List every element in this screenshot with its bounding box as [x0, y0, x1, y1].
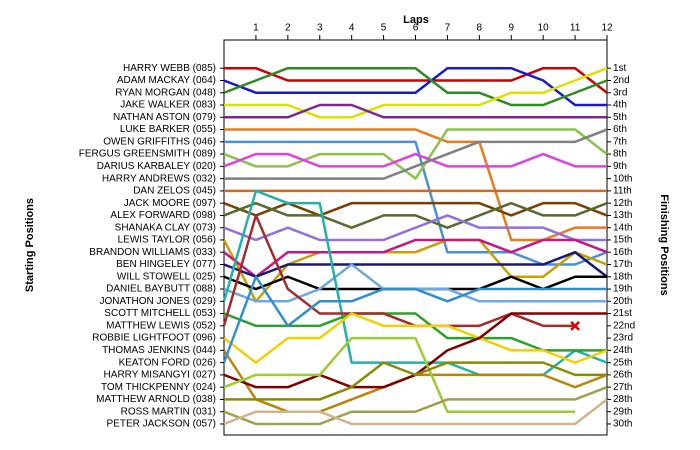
left-axis-label: Starting Positions	[24, 198, 36, 292]
driver-line	[223, 336, 576, 413]
driver-line	[224, 128, 608, 180]
driver-name: ROSS MARTIN (031)	[121, 406, 216, 417]
y-tick-label: 27th	[613, 382, 632, 393]
driver-line	[223, 128, 608, 180]
y-tick-label: 10th	[613, 173, 632, 184]
y-tick-label: 1st	[613, 63, 627, 74]
driver-name: JAKE WALKER (083)	[120, 100, 216, 111]
y-tick-label: 5th	[613, 112, 627, 123]
driver-name: OWEN GRIFFITHS (046)	[103, 136, 216, 147]
y-tick-label: 13th	[613, 210, 632, 221]
x-tick-label: 10	[538, 23, 550, 34]
driver-line	[223, 238, 608, 279]
x-tick-label: 1	[253, 23, 259, 34]
y-tick-label: 9th	[613, 161, 627, 172]
y-tick-label: 16th	[613, 247, 632, 258]
driver-name: LUKE BARKER (055)	[120, 124, 216, 135]
driver-name: HARRY ANDREWS (032)	[102, 173, 216, 184]
x-tick-label: 9	[508, 23, 514, 34]
driver-name: JACK MOORE (097)	[124, 198, 216, 209]
y-tick-label: 22nd	[613, 320, 635, 331]
driver-name: MATTHEW LEWIS (052)	[106, 320, 216, 331]
chart-title: Laps	[403, 14, 429, 26]
driver-name: HARRY MISANGYI (027)	[104, 370, 216, 381]
x-tick-label: 8	[477, 23, 483, 34]
driver-line	[223, 201, 608, 229]
x-tick-label: 6	[413, 23, 419, 34]
driver-name: BEN HINGELEY (077)	[116, 259, 216, 270]
y-tick-label: 19th	[613, 284, 632, 295]
driver-name: ALEX FORWARD (098)	[110, 210, 216, 221]
driver-line	[223, 250, 608, 279]
retired-marker	[570, 320, 580, 331]
right-axis-label: Finishing Positions	[658, 194, 670, 295]
x-tick-label: 11	[570, 23, 581, 34]
y-tick-label: 3rd	[613, 87, 627, 98]
driver-name: ADAM MACKAY (064)	[117, 75, 216, 86]
driver-line	[224, 66, 608, 94]
x-tick-label: 3	[317, 23, 323, 34]
driver-name: SHANAKA CLAY (073)	[115, 222, 216, 233]
driver-line	[224, 103, 607, 119]
driver-line	[223, 312, 608, 364]
driver-line	[222, 275, 607, 364]
driver-name: MATTHEW ARNOLD (038)	[96, 394, 216, 405]
driver-name: PETER JACKSON (057)	[107, 419, 216, 430]
y-tick-label: 21st	[613, 308, 632, 319]
driver-line	[223, 385, 608, 426]
driver-name: BRANDON WILLIAMS (033)	[89, 247, 216, 258]
driver-name: THOMAS JENKINS (044)	[102, 345, 216, 356]
x-tick-label: 7	[445, 23, 451, 34]
driver-line	[224, 67, 608, 119]
y-tick-label: 20th	[613, 296, 632, 307]
driver-name: TOM THICKPENNY (024)	[101, 382, 216, 393]
driver-name: KEATON FORD (026)	[119, 357, 216, 368]
driver-name: JONATHON JONES (029)	[100, 296, 217, 307]
y-tick-label: 23rd	[613, 333, 633, 344]
y-tick-label: 25th	[613, 357, 632, 368]
x-tick-label: 5	[381, 23, 387, 34]
driver-line	[224, 361, 607, 401]
y-tick-label: 17th	[613, 259, 632, 270]
driver-line	[223, 66, 607, 107]
driver-line	[222, 214, 576, 328]
driver-name: NATHAN ASTON (079)	[113, 112, 216, 123]
driver-name: RYAN MORGAN (048)	[115, 87, 216, 98]
driver-name: ROBBIE LIGHTFOOT (096)	[92, 333, 216, 344]
y-tick-label: 15th	[613, 235, 632, 246]
driver-line	[223, 66, 608, 107]
y-tick-label: 6th	[613, 124, 627, 135]
y-tick-label: 8th	[613, 149, 627, 160]
y-tick-label: 24th	[613, 345, 632, 356]
driver-line	[223, 398, 608, 426]
driver-name: HARRY WEBB (085)	[123, 63, 216, 74]
driver-name: WILL STOWELL (025)	[117, 271, 216, 282]
y-tick-label: 18th	[613, 271, 632, 282]
y-tick-label: 4th	[613, 100, 627, 111]
driver-line	[223, 152, 607, 168]
y-tick-label: 26th	[613, 370, 632, 381]
x-tick-label: 2	[285, 23, 291, 34]
driver-name: LEWIS TAYLOR (056)	[118, 235, 216, 246]
y-tick-label: 11th	[613, 186, 632, 197]
driver-line	[223, 214, 607, 242]
y-tick-label: 2nd	[613, 75, 630, 86]
driver-name: FERGUS GREENSMITH (089)	[79, 149, 216, 160]
y-tick-label: 7th	[613, 136, 627, 147]
y-tick-label: 14th	[613, 222, 632, 233]
x-tick-label: 12	[601, 23, 613, 34]
driver-name: DAN ZELOS (045)	[133, 186, 216, 197]
x-tick-label: 4	[349, 23, 355, 34]
y-tick-label: 12th	[613, 198, 632, 209]
y-tick-label: 30th	[613, 419, 632, 430]
driver-name: DANIEL BAYBUTT (088)	[106, 284, 216, 295]
driver-name: DARIUS KARBALEY (020)	[97, 161, 216, 172]
y-tick-label: 29th	[613, 406, 632, 417]
y-tick-label: 28th	[613, 394, 632, 405]
driver-name: SCOTT MITCHELL (053)	[104, 308, 216, 319]
